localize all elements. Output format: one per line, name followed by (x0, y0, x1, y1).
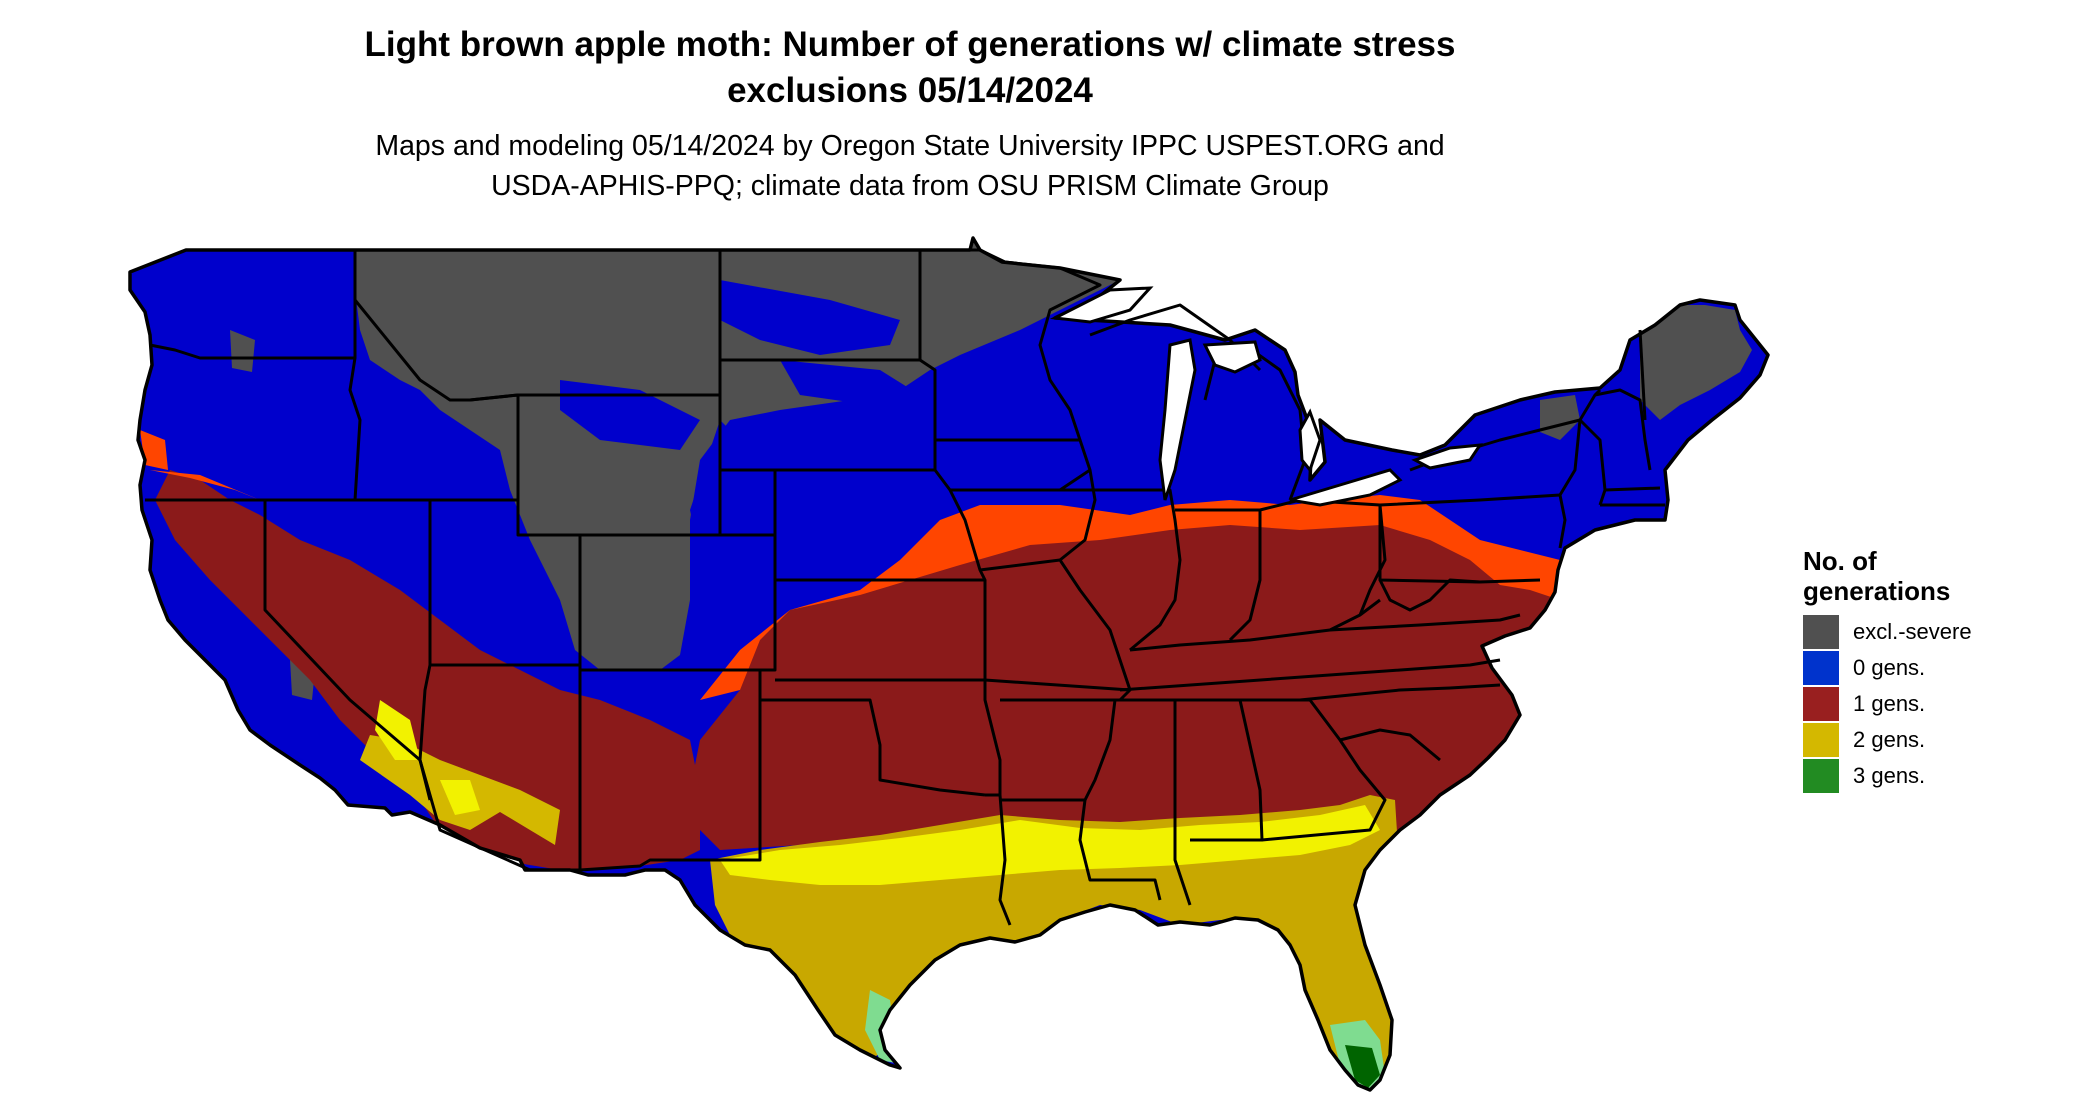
map-title-line-1: Light brown apple moth: Number of genera… (364, 25, 1456, 64)
legend-label: excl.-severe (1853, 619, 1972, 644)
legend-swatch (1803, 723, 1839, 757)
map-title-line-2: exclusions 05/14/2024 (727, 71, 1093, 110)
map-subtitle: Maps and modeling 05/14/2024 by Oregon S… (270, 126, 1550, 206)
legend-title: No. of generations (1803, 546, 2063, 606)
legend-item-0-gens: 0 gens. (1803, 650, 2063, 686)
legend-label: 2 gens. (1853, 727, 1926, 752)
legend-swatch (1803, 615, 1839, 649)
legend-title-line-1: No. of (1803, 546, 1877, 576)
legend-item-2-gens: 2 gens. (1803, 722, 2063, 758)
legend-title-line-2: generations (1803, 576, 1951, 606)
great-lakes (1049, 286, 1484, 507)
legend-swatch (1803, 651, 1839, 685)
legend-swatch (1803, 687, 1839, 721)
map-title: Light brown apple moth: Number of genera… (270, 22, 1550, 114)
legend-item-3-gens: 3 gens. (1803, 758, 2063, 794)
legend-label: 3 gens. (1853, 763, 1926, 788)
map-subtitle-line-2: USDA-APHIS-PPQ; climate data from OSU PR… (491, 170, 1329, 202)
legend-label: 0 gens. (1853, 655, 1926, 680)
legend-item-1-gens: 1 gens. (1803, 686, 2063, 722)
legend-item-excluded: excl.-severe (1803, 614, 2063, 650)
map-subtitle-line-1: Maps and modeling 05/14/2024 by Oregon S… (375, 130, 1445, 162)
legend: No. of generations excl.-severe 0 gens. … (1803, 546, 2063, 794)
legend-label: 1 gens. (1853, 691, 1926, 716)
legend-swatch (1803, 759, 1839, 793)
